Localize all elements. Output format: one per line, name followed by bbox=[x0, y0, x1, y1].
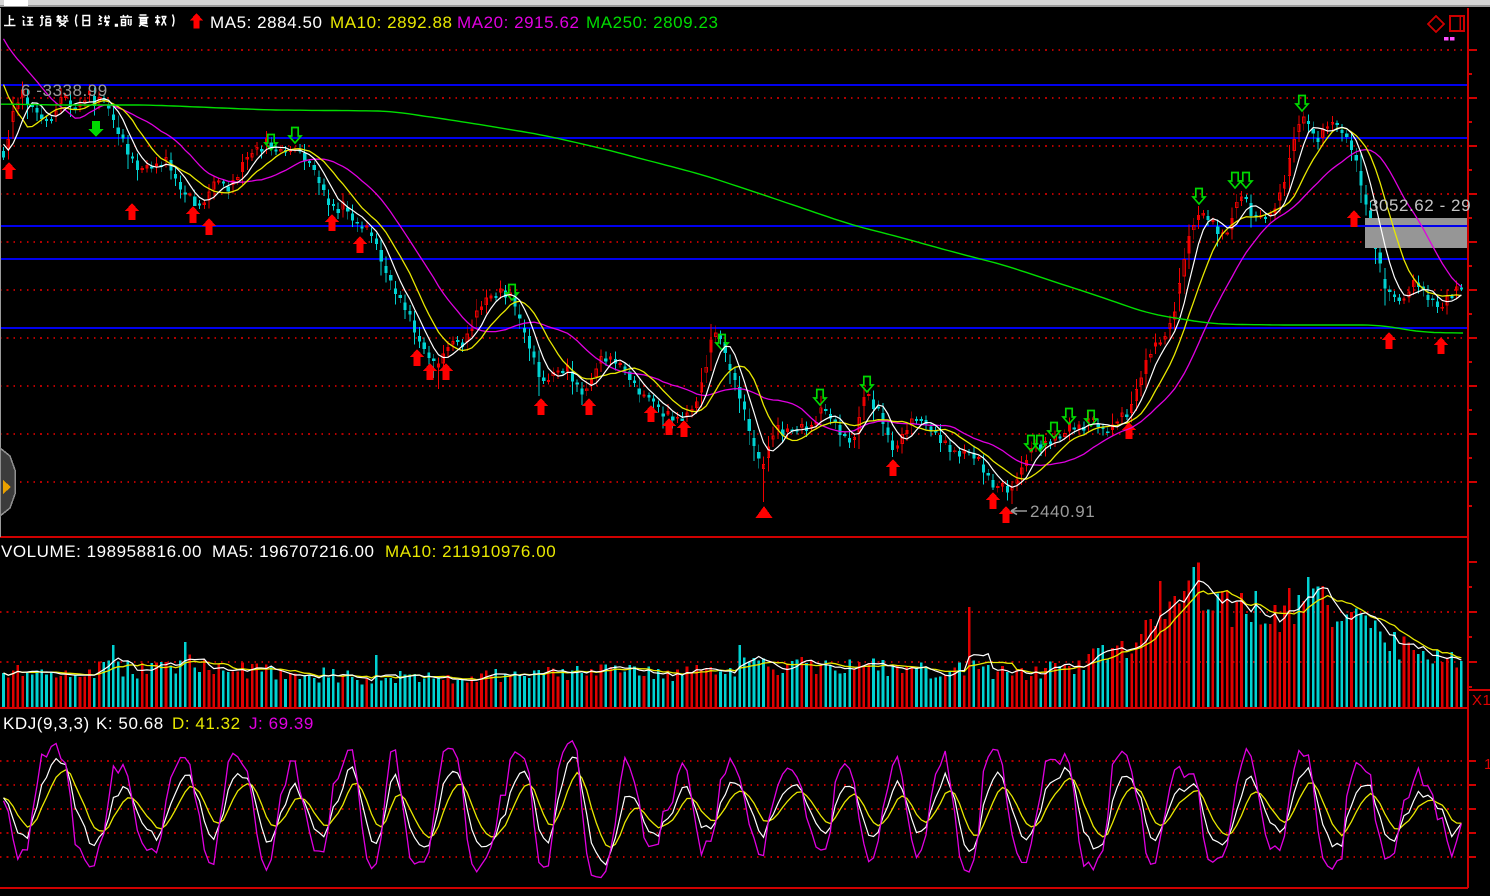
svg-text:MA20: 2915.62: MA20: 2915.62 bbox=[457, 13, 579, 32]
svg-text:6 -3338.99: 6 -3338.99 bbox=[21, 81, 108, 100]
svg-text:MA5: 2884.50: MA5: 2884.50 bbox=[210, 13, 322, 32]
svg-text:2440.91: 2440.91 bbox=[1030, 502, 1095, 521]
svg-text:X1: X1 bbox=[1472, 692, 1490, 709]
svg-text:D: 41.32: D: 41.32 bbox=[172, 714, 241, 733]
svg-text:K: 50.68: K: 50.68 bbox=[96, 714, 164, 733]
svg-text:MA10: 2892.88: MA10: 2892.88 bbox=[330, 13, 452, 32]
svg-text:VOLUME: 198958816.00: VOLUME: 198958816.00 bbox=[1, 542, 202, 561]
svg-text:3052.62 - 29: 3052.62 - 29 bbox=[1369, 196, 1471, 215]
svg-text:MA10: 211910976.00: MA10: 211910976.00 bbox=[385, 542, 556, 561]
svg-text:MA5: 196707216.00: MA5: 196707216.00 bbox=[212, 542, 374, 561]
svg-text:J: 69.39: J: 69.39 bbox=[249, 714, 314, 733]
svg-text:MA250: 2809.23: MA250: 2809.23 bbox=[586, 13, 718, 32]
svg-text:1: 1 bbox=[1484, 756, 1490, 773]
svg-text:KDJ(9,3,3): KDJ(9,3,3) bbox=[3, 714, 90, 733]
